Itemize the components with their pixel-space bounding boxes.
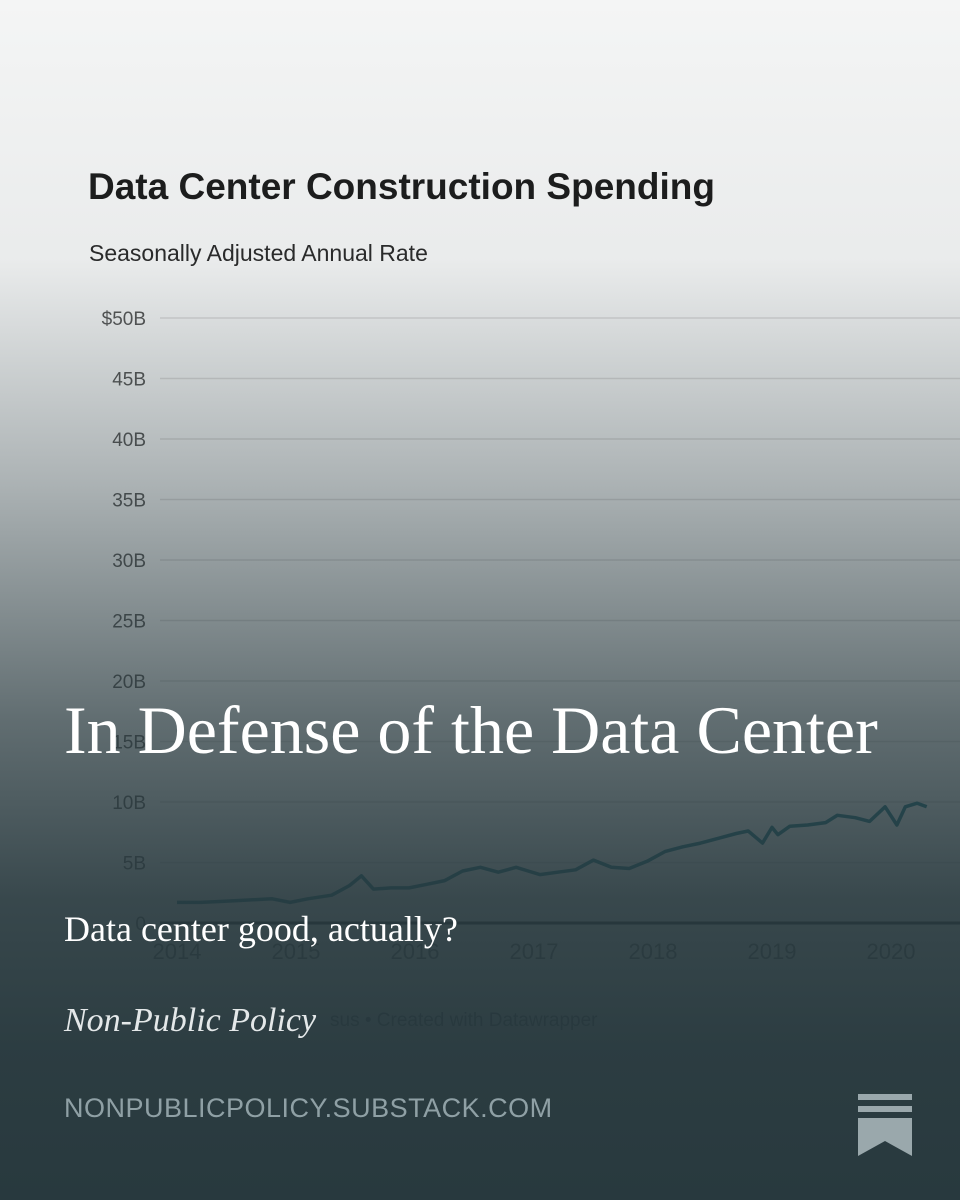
y-tick-label: 5B (123, 854, 146, 875)
y-tick-label: $50B (102, 309, 146, 330)
site-url[interactable]: NONPUBLICPOLICY.SUBSTACK.COM (64, 1093, 553, 1123)
post-title: In Defense of the Data Center (64, 692, 878, 768)
chart-source-credit: sus • Created with Datawrapper (330, 1010, 598, 1031)
series-layer (177, 801, 928, 905)
publication-name: Non-Public Policy (64, 1002, 317, 1039)
y-tick-label: 45B (112, 370, 146, 391)
y-tick-label: 25B (112, 612, 146, 633)
y-tick-label: 30B (112, 551, 146, 572)
gridlines (160, 317, 960, 925)
x-tick-label: 2020 (867, 939, 916, 964)
y-tick-label: 10B (112, 793, 146, 814)
y-tick-label: 40B (112, 430, 146, 451)
x-tick-label: 2018 (629, 939, 678, 964)
substack-bookmark-icon (858, 1094, 912, 1156)
series-line (177, 801, 928, 905)
x-tick-label: 2019 (748, 939, 797, 964)
y-tick-label: 35B (112, 491, 146, 512)
x-tick-label: 2017 (510, 939, 559, 964)
post-subtitle: Data center good, actually? (64, 909, 458, 949)
